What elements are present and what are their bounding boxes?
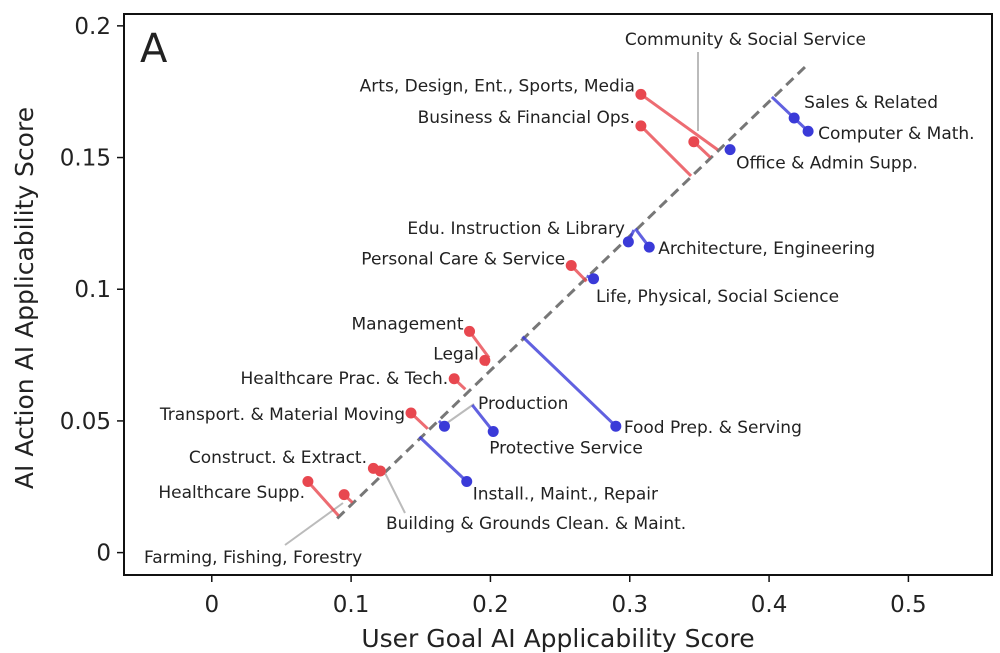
data-point: [724, 144, 736, 156]
y-tick-label: 0.2: [74, 14, 111, 40]
data-point: [479, 354, 491, 366]
point-label: Architecture, Engineering: [658, 239, 875, 259]
point-label: Production: [478, 394, 568, 414]
x-tick-label: 0.2: [472, 592, 509, 618]
point-label: Install., Maint., Repair: [473, 485, 658, 505]
y-tick-label: 0.1: [74, 277, 111, 303]
x-axis-title: User Goal AI Applicability Score: [361, 624, 754, 653]
data-point: [302, 476, 314, 487]
label-connector: [446, 403, 475, 424]
data-points: [302, 88, 814, 501]
x-tick-label: 0.4: [751, 592, 788, 618]
x-tick-label: 0: [204, 592, 219, 618]
x-tick-label: 0.1: [333, 592, 370, 618]
y-tick-label: 0.15: [60, 146, 111, 172]
data-point: [610, 420, 622, 432]
projection-segment: [640, 93, 719, 151]
projection-segment: [418, 435, 468, 483]
projection-segment: [639, 124, 693, 178]
x-tick-label: 0.3: [611, 592, 648, 618]
data-point: [622, 236, 634, 248]
projection-segment: [306, 480, 340, 517]
data-point: [461, 476, 473, 487]
point-label: Sales & Related: [804, 93, 938, 113]
plot-area-frame: [123, 13, 993, 576]
data-point: [464, 325, 476, 337]
point-label: Edu. Instruction & Library: [407, 219, 625, 239]
data-point: [405, 407, 417, 419]
point-label: Computer & Math.: [818, 124, 975, 144]
projection-segment: [521, 335, 617, 428]
point-label: Personal Care & Service: [361, 250, 565, 270]
point-label: Construct. & Extract.: [189, 448, 367, 468]
label-connector: [382, 468, 406, 514]
point-label: Life, Physical, Social Science: [596, 287, 839, 307]
point-label: Food Prep. & Serving: [624, 418, 802, 438]
diagonal-reference-line: [336, 64, 808, 520]
point-label: Farming, Fishing, Forestry: [144, 548, 362, 568]
x-tick-label: 0.5: [890, 592, 927, 618]
data-point: [643, 241, 655, 253]
data-point: [438, 420, 450, 432]
data-point: [788, 112, 800, 124]
point-label: Protective Service: [489, 438, 643, 458]
data-point: [565, 260, 577, 272]
point-label: Business & Financial Ops.: [418, 108, 635, 128]
data-point: [487, 425, 499, 437]
y-tick-label: 0: [96, 541, 111, 567]
data-point: [688, 136, 700, 148]
point-label: Healthcare Supp.: [158, 483, 305, 503]
point-label: Healthcare Prac. & Tech.: [240, 369, 448, 389]
axis-ticks: 0 0.1 0.2 0.3 0.4 0.5 0 0.05 0.1 0.15 0.2: [60, 14, 927, 618]
point-label: Transport. & Material Moving: [159, 405, 405, 425]
y-axis-title: AI Action AI Applicability Score: [10, 107, 39, 489]
point-label: Arts, Design, Ent., Sports, Media: [360, 76, 635, 96]
label-connectors: [284, 52, 699, 546]
point-label: Legal: [433, 344, 479, 364]
panel-letter: A: [140, 26, 168, 72]
data-point: [635, 120, 647, 132]
data-point: [448, 373, 460, 385]
data-point: [588, 273, 600, 285]
data-point: [802, 125, 814, 137]
y-tick-label: 0.05: [60, 409, 111, 435]
data-point: [338, 489, 350, 501]
projection-segment: [471, 404, 495, 433]
point-label: Management: [352, 314, 464, 334]
data-point: [635, 88, 647, 100]
point-label: Community & Social Service: [625, 30, 866, 50]
point-label: Building & Grounds Clean. & Maint.: [386, 514, 686, 534]
point-labels: Arts, Design, Ent., Sports, Media Communi…: [144, 30, 975, 568]
data-point: [374, 465, 386, 477]
point-label: Office & Admin Supp.: [736, 154, 918, 174]
